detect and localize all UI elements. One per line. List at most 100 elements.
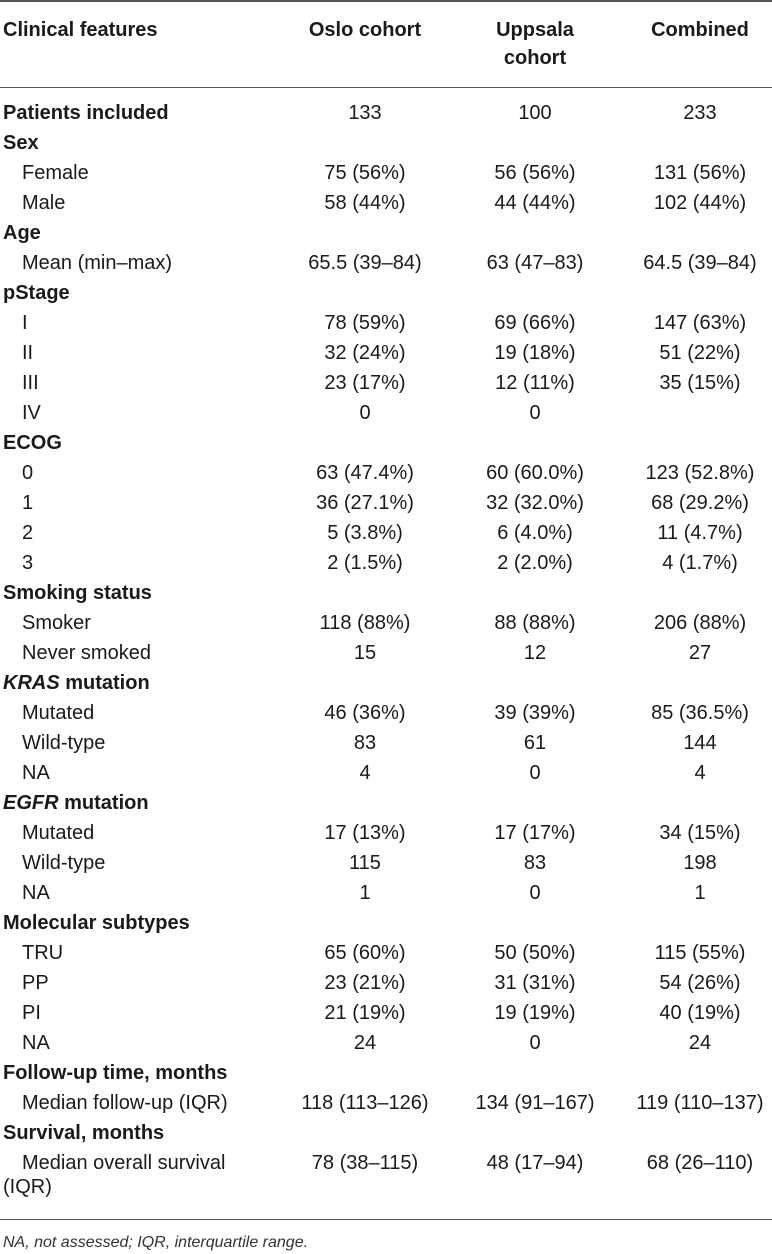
table-group-row: EGFR mutation: [0, 788, 772, 818]
table-row: Male 58 (44%) 44 (44%) 102 (44%): [0, 188, 772, 218]
row-label: Wild-type: [22, 852, 106, 874]
row-label: NA: [22, 882, 50, 904]
combined-value: 123 (52.8%): [645, 462, 755, 484]
table-row: Mutated 17 (13%) 17 (17%) 34 (15%): [0, 818, 772, 848]
row-label: Wild-type: [22, 732, 106, 754]
oslo-value: 46 (36%): [324, 702, 406, 724]
uppsala-value: 69 (66%): [494, 312, 576, 334]
table-group-row: Sex: [0, 128, 772, 158]
group-label: Follow-up time, months: [3, 1062, 228, 1084]
row-label: Smoker: [22, 612, 91, 634]
table-group-row: ECOG: [0, 428, 772, 458]
oslo-value: 32 (24%): [324, 342, 406, 364]
uppsala-value: 17 (17%): [494, 822, 576, 844]
combined-value: 131 (56%): [653, 162, 747, 184]
table-footnote: NA, not assessed; IQR, interquartile ran…: [3, 1234, 309, 1251]
oslo-value: 4: [359, 762, 371, 784]
combined-value: 4 (1.7%): [662, 552, 738, 574]
table-row: PI 21 (19%) 19 (19%) 40 (19%): [0, 998, 772, 1028]
oslo-value: 133: [348, 102, 382, 124]
uppsala-value: 83: [523, 852, 547, 874]
oslo-value: 63 (47.4%): [316, 462, 414, 484]
group-label: Sex: [3, 132, 39, 154]
table-row: 2 5 (3.8%) 6 (4.0%) 11 (4.7%): [0, 518, 772, 548]
combined-value: 27: [688, 642, 712, 664]
oslo-value: 21 (19%): [324, 1002, 406, 1024]
table-group-row: Survival, months: [0, 1118, 772, 1148]
row-label: III: [22, 372, 39, 394]
table-row: NA 4 0 4: [0, 758, 772, 788]
oslo-value: 1: [359, 882, 371, 904]
combined-value: 233: [683, 102, 717, 124]
table-row: I 78 (59%) 69 (66%) 147 (63%): [0, 308, 772, 338]
table-row: TRU 65 (60%) 50 (50%) 115 (55%): [0, 938, 772, 968]
oslo-value: 65.5 (39–84): [308, 252, 422, 274]
header-oslo-cohort: Oslo cohort: [308, 19, 422, 41]
combined-value: 1: [694, 882, 706, 904]
row-label: PP: [22, 972, 49, 994]
table-row: PP 23 (21%) 31 (31%) 54 (26%): [0, 968, 772, 998]
table-group-row: Follow-up time, months: [0, 1058, 772, 1088]
combined-value: 147 (63%): [653, 312, 747, 334]
table-group-row: Patients included 133 100 233: [0, 98, 772, 128]
table-row: Mutated 46 (36%) 39 (39%) 85 (36.5%): [0, 698, 772, 728]
row-label: Mutated: [22, 702, 95, 724]
row-label: PI: [22, 1002, 41, 1024]
oslo-value: 15: [353, 642, 377, 664]
combined-value: 51 (22%): [659, 342, 741, 364]
table-row: III 23 (17%) 12 (11%) 35 (15%): [0, 368, 772, 398]
combined-value: 144: [683, 732, 717, 754]
table-row: NA 24 0 24: [0, 1028, 772, 1058]
uppsala-value: 60 (60.0%): [486, 462, 584, 484]
combined-value: 68 (29.2%): [651, 492, 749, 514]
group-label: Molecular subtypes: [3, 912, 190, 934]
row-label: II: [22, 342, 34, 364]
table-row: Median overall survival (IQR) 78 (38–115)…: [0, 1148, 772, 1202]
table-row: Smoker 118 (88%) 88 (88%) 206 (88%): [0, 608, 772, 638]
combined-value: 198: [683, 852, 717, 874]
table-row: 0 63 (47.4%) 60 (60.0%) 123 (52.8%): [0, 458, 772, 488]
table-row: IV 0 0: [0, 398, 772, 428]
oslo-value: 5 (3.8%): [327, 522, 403, 544]
header-uppsala-cohort-text: Uppsala cohort: [496, 19, 574, 69]
oslo-value: 78 (38–115): [311, 1152, 419, 1174]
oslo-value: 118 (88%): [319, 612, 411, 634]
row-label: 2: [22, 522, 34, 544]
uppsala-value: 61: [523, 732, 547, 754]
combined-value: 85 (36.5%): [651, 702, 749, 724]
table-body: Patients included 133 100 233 Sex Female 75 (5…: [0, 98, 772, 1202]
group-label: ECOG: [3, 432, 62, 454]
uppsala-value: 19 (18%): [494, 342, 576, 364]
table-row: Mean (min–max) 65.5 (39–84) 63 (47–83) 64.5…: [0, 248, 772, 278]
uppsala-value: 31 (31%): [494, 972, 576, 994]
combined-value: 54 (26%): [659, 972, 741, 994]
header-combined: Combined: [651, 19, 749, 41]
group-label: Age: [3, 222, 41, 244]
combined-value: 64.5 (39–84): [643, 252, 757, 274]
group-label: pStage: [3, 282, 70, 304]
table-row: 3 2 (1.5%) 2 (2.0%) 4 (1.7%): [0, 548, 772, 578]
table-row: Never smoked 15 12 27: [0, 638, 772, 668]
oslo-value: 83: [353, 732, 377, 754]
table-row: Median follow-up (IQR) 118 (113–126) 134 (…: [0, 1088, 772, 1118]
group-label: Survival, months: [3, 1122, 165, 1144]
table-group-row: Smoking status: [0, 578, 772, 608]
row-label: Mean (min–max): [22, 252, 173, 274]
table-row: Wild-type 115 83 198: [0, 848, 772, 878]
table-row: II 32 (24%) 19 (18%) 51 (22%): [0, 338, 772, 368]
oslo-value: 17 (13%): [324, 822, 406, 844]
uppsala-value: 19 (19%): [494, 1002, 576, 1024]
row-label: 1: [22, 492, 34, 514]
row-label: NA: [22, 762, 50, 784]
combined-value: 102 (44%): [653, 192, 747, 214]
table-group-row: pStage: [0, 278, 772, 308]
uppsala-value: 0: [529, 882, 541, 904]
oslo-value: 58 (44%): [324, 192, 406, 214]
row-label: Male: [22, 192, 66, 214]
uppsala-value: 100: [518, 102, 552, 124]
uppsala-value: 12 (11%): [495, 372, 575, 394]
uppsala-value: 0: [529, 762, 541, 784]
header-uppsala-cohort: Uppsala cohort: [440, 16, 630, 72]
uppsala-value: 88 (88%): [494, 612, 576, 634]
